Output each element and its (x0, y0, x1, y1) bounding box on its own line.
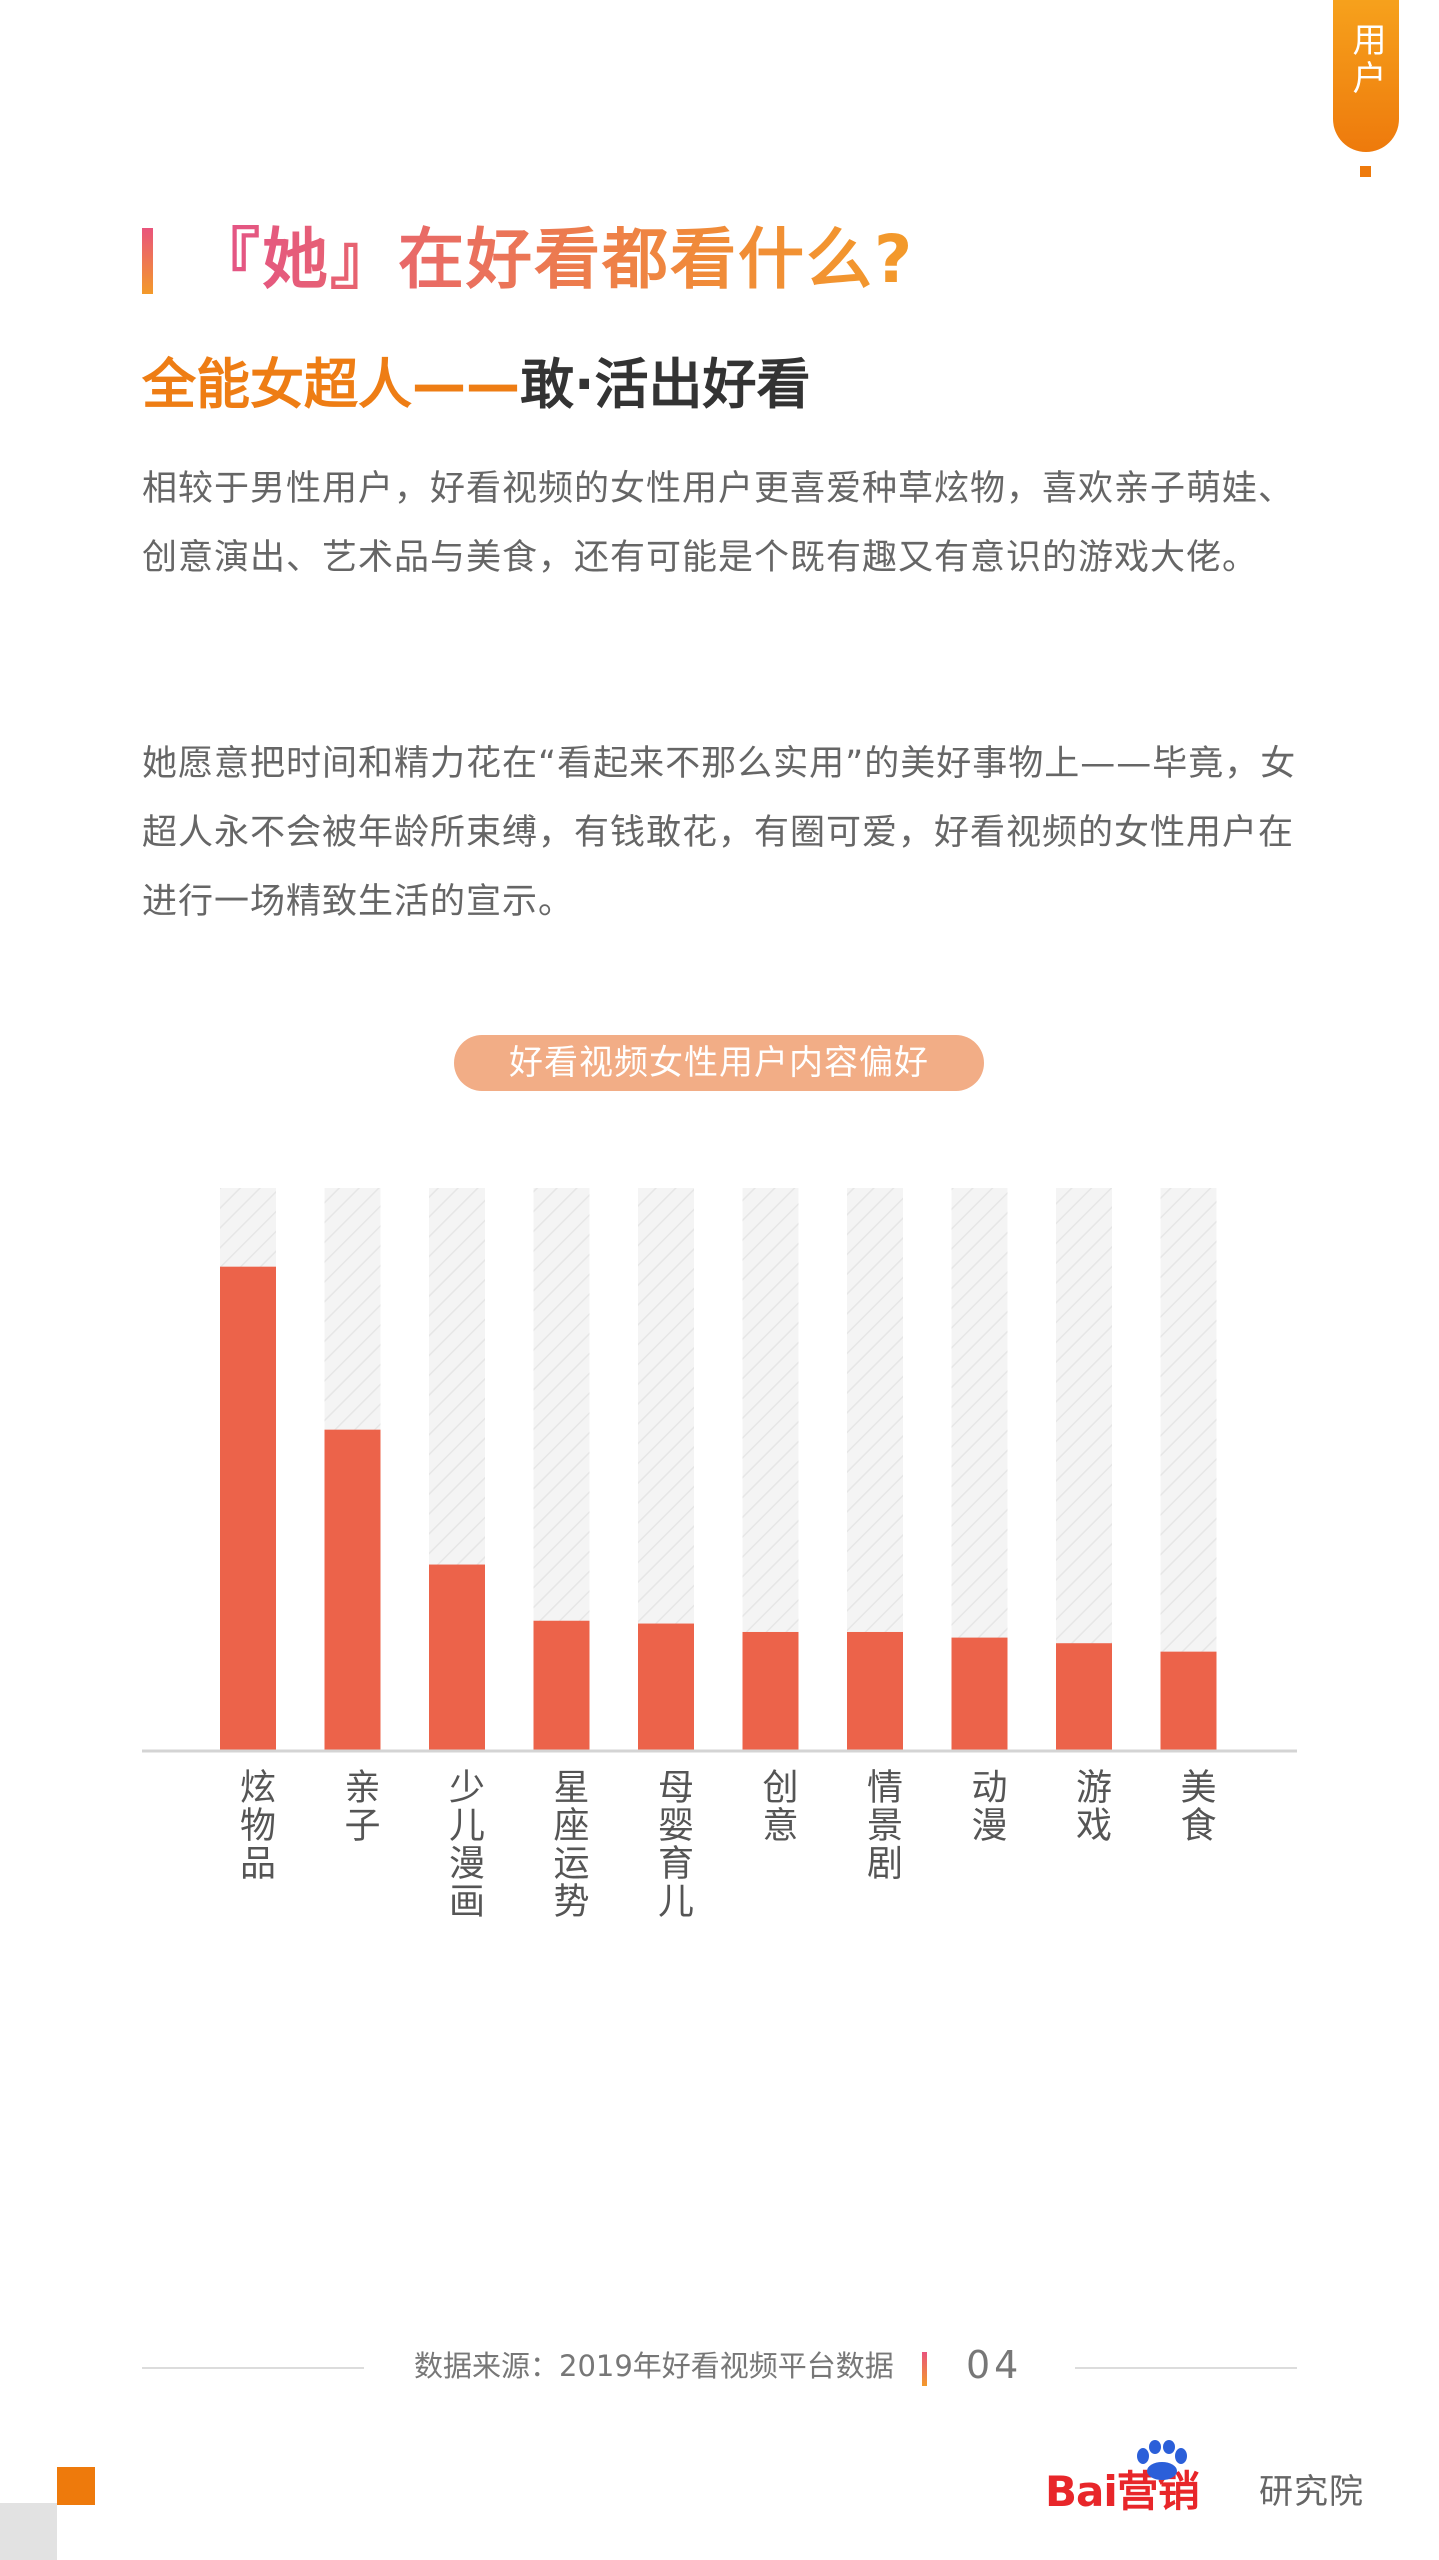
section-subtitle: 全能女超人——敢·活出好看 (142, 350, 811, 420)
bar (533, 1620, 590, 1750)
x-tick-label: 美食 (1174, 1768, 1216, 1844)
x-tick-label: 母婴育儿 (652, 1768, 693, 1920)
x-tick-label: 亲子 (338, 1768, 380, 1844)
bar (951, 1637, 1008, 1750)
chart-canvas (142, 1188, 1297, 1753)
corner-accent-orange (57, 2467, 95, 2505)
x-tick-label: 创意 (756, 1768, 798, 1844)
page-number: 04 (966, 2343, 1023, 2387)
x-tick-label: 游戏 (1070, 1768, 1111, 1844)
logo-subtitle: 研究院 (1259, 2472, 1364, 2512)
bar (742, 1631, 799, 1750)
section-tab-label: 用户 (1346, 22, 1386, 98)
baidu-marketing-logo: Bai营销 研究院 (1045, 2440, 1375, 2520)
subtitle-rest: 敢·活出好看 (520, 353, 811, 416)
content-preference-chart: 炫物品 亲子 少儿漫画 星座运势 母婴育儿 创意 情景剧 动漫 游戏 美食 (0, 1150, 1439, 1970)
x-tick-label: 少儿漫画 (443, 1768, 484, 1920)
footer-separator (922, 2352, 927, 2386)
chart-title: 好看视频女性用户内容偏好 (454, 1035, 984, 1091)
x-tick-label: 炫物品 (234, 1768, 275, 1882)
bar (429, 1564, 485, 1750)
intro-paragraph: 相较于男性用户，好看视频的女性用户更喜爱种草炫物，喜欢亲子萌娃、创意演出、艺术品… (142, 469, 1295, 578)
footer-line-right (1075, 2367, 1297, 2369)
bar (1056, 1643, 1112, 1750)
section-tab: 用户 (1333, 0, 1399, 152)
paw-icon (1137, 2440, 1187, 2480)
bar (847, 1631, 903, 1750)
bar (220, 1266, 276, 1750)
corner-accent-grey (0, 2503, 57, 2560)
bar (638, 1623, 694, 1750)
x-tick-label: 动漫 (965, 1768, 1007, 1844)
title-accent-bar (142, 228, 153, 294)
bar (1160, 1651, 1217, 1750)
subtitle-highlight: 全能女超人—— (142, 353, 520, 416)
detail-paragraph: 她愿意把时间和精力花在“看起来不那么实用”的美好事物上——毕竟，女超人永不会被年… (142, 744, 1297, 922)
data-source: 数据来源：2019年好看视频平台数据 (414, 2349, 894, 2383)
bar (324, 1429, 381, 1750)
footer-line-left (142, 2367, 364, 2369)
page-title: 『她』在好看都看什么? (194, 218, 914, 302)
x-tick-label: 星座运势 (547, 1768, 589, 1920)
section-tab-dot (1360, 166, 1371, 177)
x-tick-label: 情景剧 (861, 1768, 902, 1882)
